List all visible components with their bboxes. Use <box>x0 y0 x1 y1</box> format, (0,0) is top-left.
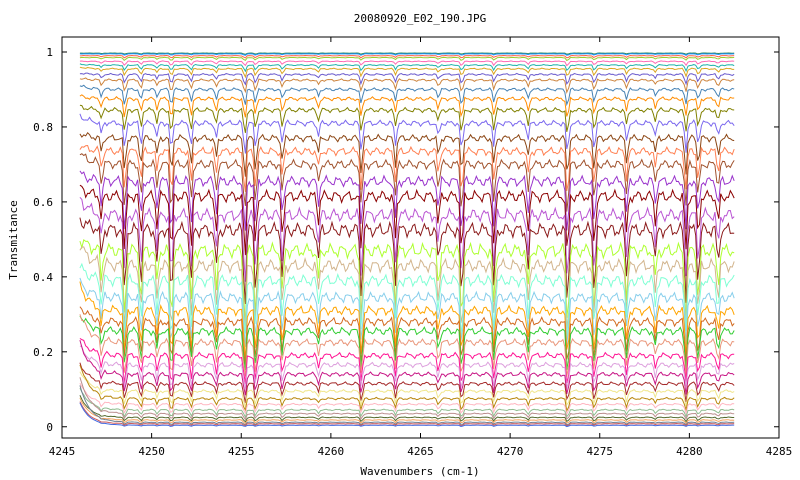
y-tick-label: 0.8 <box>33 121 53 134</box>
x-tick-label: 4245 <box>49 445 76 458</box>
x-tick-label: 4250 <box>138 445 165 458</box>
x-tick-label: 4275 <box>587 445 614 458</box>
y-tick-label: 0.2 <box>33 346 53 359</box>
x-axis-label: Wavenumbers (cm-1) <box>360 465 479 478</box>
y-tick-label: 0 <box>46 421 53 434</box>
transmittance-chart: 20080920_E02_190.JPG 4245 4250 4255 4260 426… <box>0 0 800 480</box>
x-tick-label: 4260 <box>318 445 345 458</box>
x-tick-label: 4255 <box>228 445 255 458</box>
y-tick-label: 0.4 <box>33 271 53 284</box>
x-tick-label: 4270 <box>497 445 524 458</box>
chart-title: 20080920_E02_190.JPG <box>354 12 486 25</box>
x-tick-label: 4280 <box>676 445 703 458</box>
x-tick-label: 4265 <box>407 445 434 458</box>
y-axis-label: Transmitance <box>7 200 20 279</box>
y-tick-label: 0.6 <box>33 196 53 209</box>
x-tick-label: 4285 <box>766 445 793 458</box>
y-tick-label: 1 <box>46 46 53 59</box>
